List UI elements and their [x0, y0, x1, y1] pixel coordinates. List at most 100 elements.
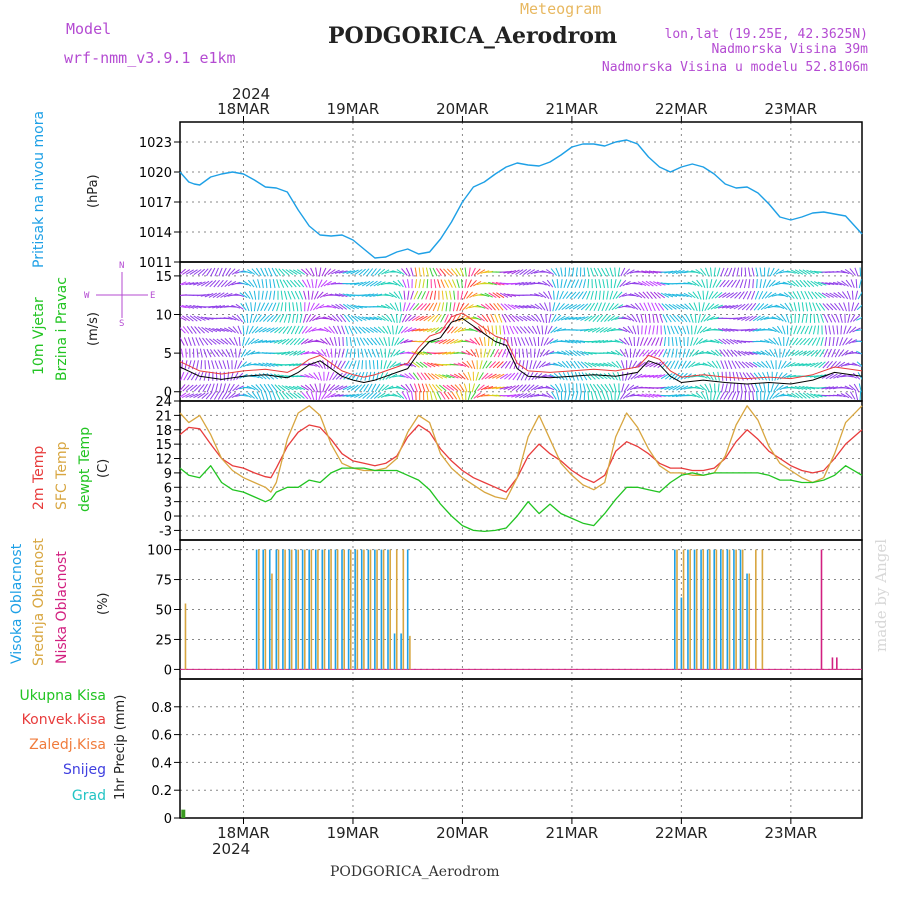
wind-arrow — [598, 279, 602, 289]
wind-arrow — [499, 292, 509, 298]
wind-arrow — [422, 328, 432, 332]
wind-arrow — [425, 290, 430, 300]
wind-arrow — [511, 315, 520, 322]
wind-arrow — [664, 293, 674, 298]
wind-arrow — [669, 314, 676, 323]
wind-arrow — [592, 314, 600, 323]
wind-arrow — [848, 302, 850, 312]
sfc-temp-line — [179, 405, 863, 500]
wind-arrow — [253, 302, 257, 312]
wind-arrow — [334, 336, 337, 347]
wind-arrow — [656, 374, 666, 379]
wind-arrow — [410, 267, 414, 277]
wind-arrow — [795, 392, 803, 399]
wind-arrow — [228, 337, 236, 346]
wind-arrow — [724, 360, 729, 370]
wind-arrow — [388, 292, 397, 299]
wind-arrow — [856, 350, 862, 355]
wind-arrow — [182, 315, 190, 322]
wind-arrow — [204, 293, 214, 298]
wind-arrow — [832, 337, 835, 347]
wind-arrow — [769, 267, 775, 277]
wind-arrow — [189, 393, 199, 398]
wind-arrow — [725, 371, 727, 381]
wind-arrow — [403, 302, 406, 312]
wind-arrow — [601, 302, 606, 312]
wind-arrow — [844, 375, 854, 378]
wind-arrow — [707, 303, 715, 311]
wind-arrow — [420, 303, 427, 311]
wind-arrow — [710, 350, 719, 357]
wind-arrow — [218, 267, 223, 277]
wind-arrow — [333, 360, 338, 370]
wind-arrow — [496, 292, 505, 299]
wind-arrow — [436, 391, 442, 400]
wind-arrow — [397, 279, 404, 288]
wind-arrow — [473, 326, 482, 334]
wind-arrow — [265, 290, 268, 300]
wind-arrow — [387, 348, 391, 358]
y-tick-label: 1017 — [139, 196, 172, 211]
wind-arrow — [327, 269, 336, 276]
wind-arrow — [607, 315, 616, 322]
wind-arrow — [833, 373, 842, 379]
wind-arrow — [617, 371, 621, 381]
wind-arrow — [274, 384, 282, 392]
wind-arrow — [689, 313, 694, 323]
wind-arrow — [817, 281, 827, 286]
wind-arrow — [183, 337, 189, 346]
wind-arrow — [760, 340, 770, 343]
wind-arrow — [602, 279, 605, 289]
wind-arrow — [456, 279, 460, 289]
wind-arrow — [424, 372, 431, 381]
wind-arrow — [390, 314, 396, 323]
wind-arrow — [722, 279, 730, 288]
wind-arrow — [209, 349, 216, 358]
wind-arrow — [305, 314, 312, 323]
wind-arrow — [200, 316, 210, 321]
wind-arrow — [196, 360, 199, 370]
wind-arrow — [437, 279, 441, 289]
wind-arrow — [726, 292, 735, 299]
wind-arrow — [331, 314, 340, 322]
wind-arrow — [390, 348, 396, 358]
wind-arrow — [711, 291, 719, 299]
wind-arrow — [668, 293, 678, 297]
top-date-label: 21MAR — [546, 100, 599, 118]
wind-arrow — [350, 282, 360, 285]
wind-arrow — [727, 391, 733, 400]
wind-arrow — [320, 338, 328, 345]
wind-arrow — [296, 302, 299, 312]
wind-arrow — [473, 268, 481, 276]
wind-arrow — [476, 269, 486, 275]
wind-arrow — [215, 383, 219, 393]
wind-arrow — [723, 349, 730, 358]
wind-arrow — [323, 326, 332, 334]
wind-arrow — [497, 348, 503, 358]
wind-arrow — [247, 392, 255, 399]
wind-arrow — [595, 339, 605, 344]
wind-arrow — [247, 269, 256, 275]
wind-arrow — [346, 293, 356, 297]
wind-arrow — [284, 290, 288, 300]
wind-arrow — [465, 350, 474, 357]
wind-arrow — [837, 291, 845, 299]
wind-arrow — [590, 267, 595, 277]
wind-arrow — [691, 270, 701, 274]
wind-arrow — [488, 373, 497, 379]
wind-arrow — [806, 349, 815, 357]
wind-arrow — [839, 313, 843, 323]
wind-arrow — [281, 338, 290, 345]
wind-arrow — [835, 336, 839, 347]
wind-arrow — [823, 314, 829, 323]
wind-arrow — [220, 338, 229, 345]
wind-arrow — [470, 391, 477, 400]
wind-arrow — [180, 305, 187, 309]
wind-arrow — [211, 383, 215, 393]
wind-arrow — [338, 337, 341, 347]
wind-arrow — [702, 327, 712, 333]
wind-arrow — [680, 314, 688, 323]
wind-arrow — [545, 385, 555, 391]
wind-arrow — [446, 268, 454, 276]
wind-arrow — [296, 313, 299, 323]
